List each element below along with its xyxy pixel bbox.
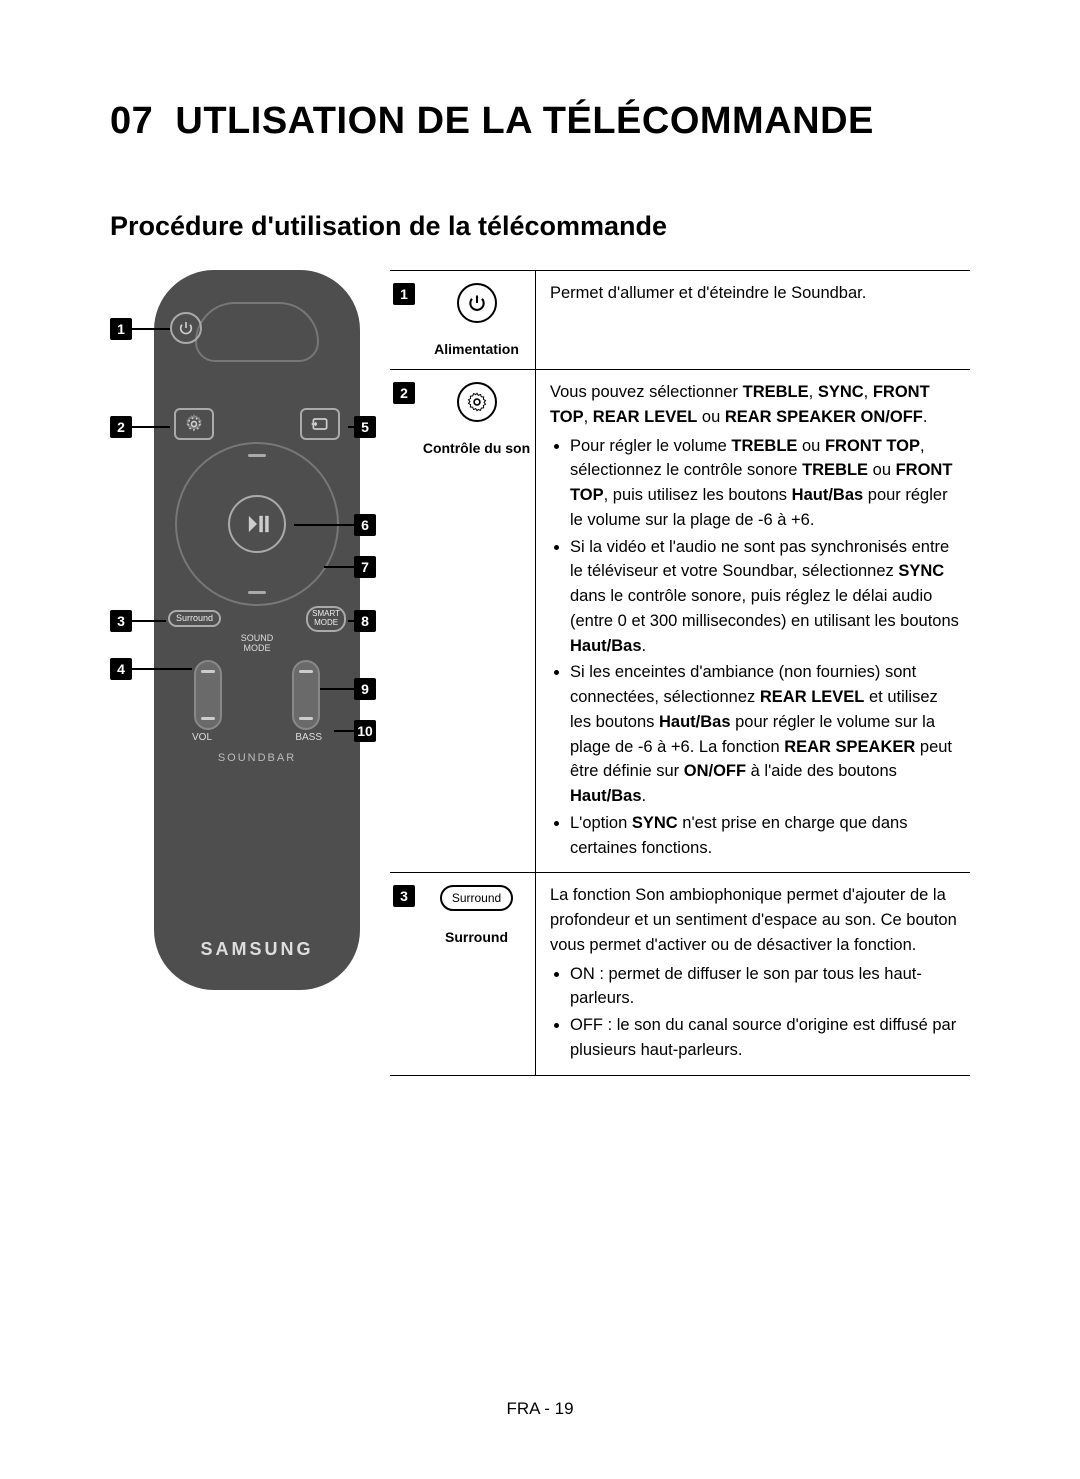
row-description: Permet d'allumer et d'éteindre le Soundb… bbox=[536, 271, 970, 369]
power-icon bbox=[457, 283, 497, 323]
callout-4: 4 bbox=[110, 658, 192, 680]
remote-diagram: Surround SMARTMODE SOUNDMODE VOL bbox=[110, 270, 370, 1076]
callout-1: 1 bbox=[110, 318, 170, 340]
callout-5: 5 bbox=[348, 416, 376, 438]
callout-2: 2 bbox=[110, 416, 170, 438]
row-label: Contrôle du son bbox=[422, 440, 531, 456]
surround-pill-icon: Surround bbox=[440, 885, 513, 911]
callout-3: 3 bbox=[110, 610, 166, 632]
brand-label: SAMSUNG bbox=[200, 939, 313, 960]
bass-label: BASS bbox=[295, 732, 322, 743]
gear-icon bbox=[457, 382, 497, 422]
play-pause-icon bbox=[228, 495, 286, 553]
sound-mode-label: SOUNDMODE bbox=[241, 634, 274, 654]
subtitle: Procédure d'utilisation de la télécomman… bbox=[110, 211, 970, 242]
table-row: 3 Surround Surround La fonction Son ambi… bbox=[390, 873, 970, 1075]
smart-mode-button: SMARTMODE bbox=[306, 606, 346, 632]
callout-8: 8 bbox=[348, 610, 376, 632]
page-footer: FRA - 19 bbox=[506, 1399, 573, 1419]
table-row: 2 Contrôle du son Vous pouvez sélectionn… bbox=[390, 370, 970, 873]
soundbar-label: SOUNDBAR bbox=[218, 752, 296, 764]
bass-rocker bbox=[292, 660, 320, 730]
description-table: 1 Alimentation Permet d'allumer et d'éte… bbox=[390, 270, 970, 1076]
row-label: Surround bbox=[422, 929, 531, 945]
row-label: Alimentation bbox=[422, 341, 531, 357]
callout-10: 10 bbox=[334, 720, 376, 742]
remote-body: Surround SMARTMODE SOUNDMODE VOL bbox=[154, 270, 360, 990]
callout-9: 9 bbox=[320, 678, 376, 700]
vol-label: VOL bbox=[192, 732, 212, 743]
section-title: 07 UTLISATION DE LA TÉLÉCOMMANDE bbox=[110, 100, 970, 143]
power-icon bbox=[170, 312, 202, 344]
surround-button: Surround bbox=[168, 610, 221, 627]
source-icon bbox=[300, 408, 340, 440]
table-row: 1 Alimentation Permet d'allumer et d'éte… bbox=[390, 271, 970, 370]
vol-rocker bbox=[194, 660, 222, 730]
gear-icon bbox=[174, 408, 214, 440]
callout-6: 6 bbox=[294, 514, 376, 536]
row-description: Vous pouvez sélectionner TREBLE, SYNC, F… bbox=[536, 370, 970, 872]
callout-7: 7 bbox=[324, 556, 376, 578]
row-description: La fonction Son ambiophonique permet d'a… bbox=[536, 873, 970, 1074]
